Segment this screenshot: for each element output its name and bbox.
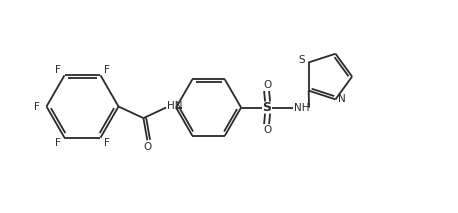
Text: F: F	[33, 102, 39, 111]
Text: O: O	[143, 142, 152, 152]
Text: NH: NH	[294, 102, 310, 112]
Text: O: O	[263, 80, 271, 90]
Text: F: F	[104, 138, 110, 148]
Text: F: F	[55, 138, 61, 148]
Text: S: S	[298, 55, 305, 65]
Text: F: F	[55, 65, 61, 75]
Text: O: O	[263, 125, 271, 135]
Text: HN: HN	[167, 101, 183, 111]
Text: S: S	[262, 101, 272, 114]
Text: N: N	[338, 94, 346, 104]
Text: F: F	[104, 65, 110, 75]
